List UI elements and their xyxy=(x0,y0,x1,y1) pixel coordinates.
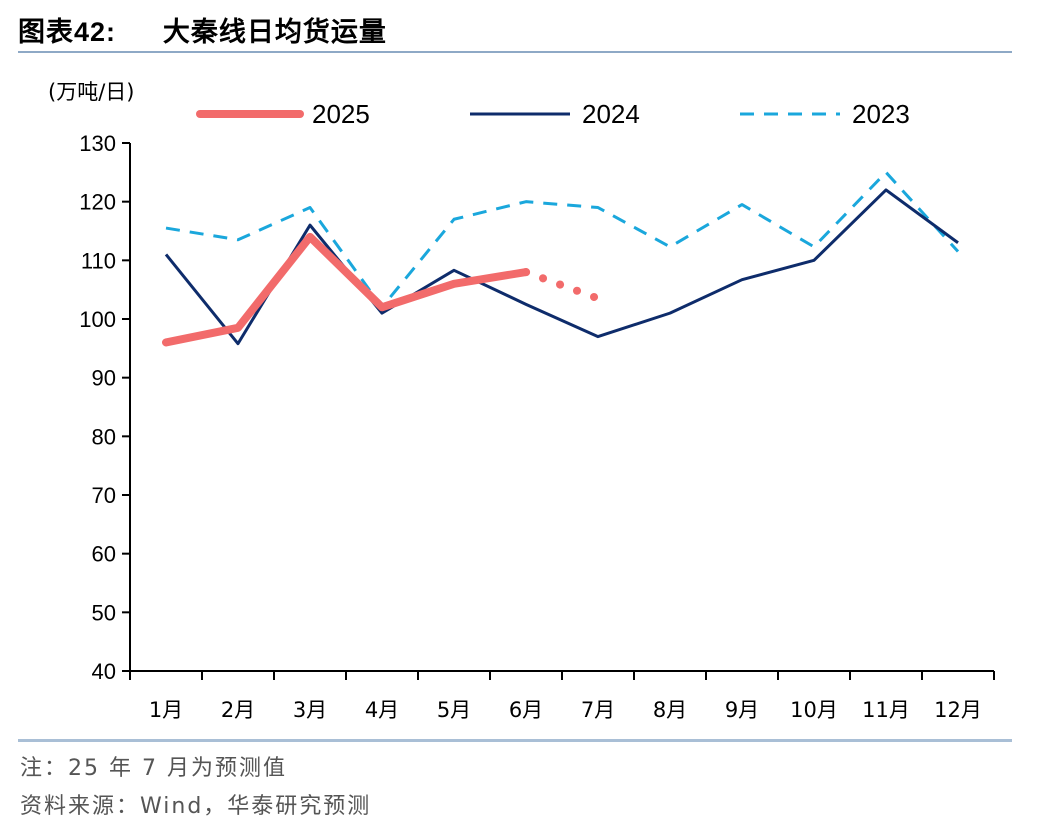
x-tick-label: 1月 xyxy=(149,698,183,722)
x-tick-label: 8月 xyxy=(653,698,687,722)
line-chart: 130 120 110 100 90 80 70 60 50 40 1月 2月 3月 4月 5月 6月 7月 8月… xyxy=(79,99,995,722)
figure-title: 图表42: 大秦线日均货运量 xyxy=(18,12,387,52)
y-tick-label: 100 xyxy=(79,307,116,332)
figure-number: 42: xyxy=(74,17,117,47)
series-forecast-2025 xyxy=(522,268,602,303)
y-tick-label: 40 xyxy=(92,659,116,684)
x-tick-label: 11月 xyxy=(862,698,910,722)
y-axis-unit-label: (万吨/日) xyxy=(48,80,135,104)
chart-title: 大秦线日均货运量 xyxy=(162,17,387,48)
y-tick-label: 70 xyxy=(92,483,116,508)
top-rule xyxy=(18,51,1012,53)
legend-label-2023: 2023 xyxy=(852,99,910,129)
x-tick-label: 7月 xyxy=(581,698,615,722)
x-tick-label: 6月 xyxy=(509,698,543,722)
x-tick-label: 2月 xyxy=(221,698,255,722)
x-tick-label: 12月 xyxy=(934,698,982,722)
legend-label-2024: 2024 xyxy=(582,99,640,129)
y-tick-label: 50 xyxy=(92,600,116,625)
forecast-note: 注：25 年 7 月为预测值 xyxy=(20,756,287,781)
series-line-2024 xyxy=(164,188,959,346)
source-note: 资料来源：Wind，华泰研究预测 xyxy=(20,794,372,819)
y-tick-label: 60 xyxy=(92,542,116,567)
x-tick-label: 10月 xyxy=(790,698,838,722)
legend-label-2025: 2025 xyxy=(312,99,370,129)
series-line-2025 xyxy=(162,232,530,347)
x-tick-label: 4月 xyxy=(365,698,399,722)
x-tick-label: 9月 xyxy=(725,698,759,722)
y-tick-label: 90 xyxy=(92,366,116,391)
y-tick-label: 130 xyxy=(79,131,116,156)
y-tick-label: 120 xyxy=(79,190,116,215)
series-line-2023 xyxy=(165,170,960,309)
y-tick-label: 80 xyxy=(92,424,116,449)
x-tick-label: 5月 xyxy=(437,698,471,722)
bottom-rule xyxy=(18,739,1012,742)
y-tick-label: 110 xyxy=(81,248,116,273)
figure-label: 图表 xyxy=(18,17,74,48)
x-tick-label: 3月 xyxy=(293,698,327,722)
